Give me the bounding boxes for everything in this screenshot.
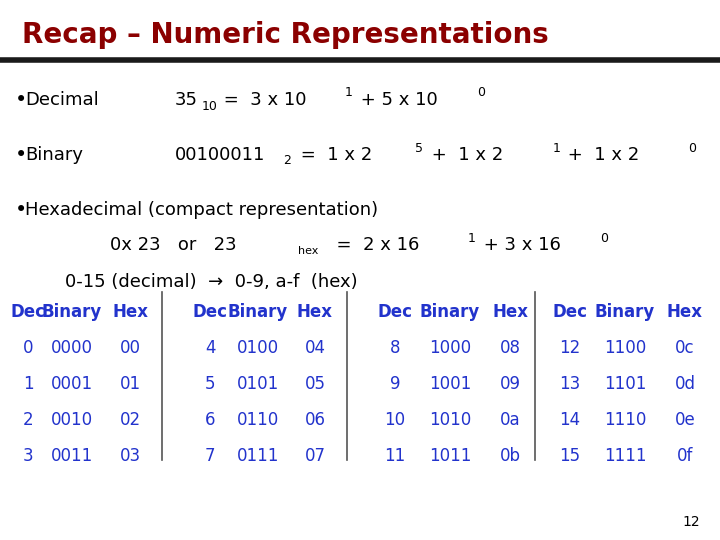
Text: 01: 01 xyxy=(120,375,140,393)
Text: Binary: Binary xyxy=(595,303,655,321)
Text: 4: 4 xyxy=(204,339,215,357)
Text: =  2 x 16: = 2 x 16 xyxy=(325,236,419,254)
Text: 0: 0 xyxy=(688,141,696,154)
Text: 10: 10 xyxy=(202,99,218,112)
Text: 0: 0 xyxy=(23,339,33,357)
Text: =  3 x 10: = 3 x 10 xyxy=(218,91,307,109)
Text: 13: 13 xyxy=(559,375,580,393)
Text: •: • xyxy=(15,145,27,165)
Text: 9: 9 xyxy=(390,375,400,393)
Text: 0c: 0c xyxy=(675,339,695,357)
Text: 1001: 1001 xyxy=(429,375,471,393)
Text: 0b: 0b xyxy=(500,447,521,465)
Text: 08: 08 xyxy=(500,339,521,357)
Text: 0111: 0111 xyxy=(237,447,279,465)
Text: 1: 1 xyxy=(23,375,33,393)
Text: 0000: 0000 xyxy=(51,339,93,357)
Text: Hex: Hex xyxy=(112,303,148,321)
Text: 7: 7 xyxy=(204,447,215,465)
Text: 35: 35 xyxy=(175,91,198,109)
Text: 11: 11 xyxy=(384,447,405,465)
Text: 12: 12 xyxy=(683,515,700,529)
Text: Dec: Dec xyxy=(192,303,228,321)
Text: 1: 1 xyxy=(553,141,561,154)
Text: 0011: 0011 xyxy=(51,447,93,465)
Text: Hexadecimal (compact representation): Hexadecimal (compact representation) xyxy=(25,201,378,219)
Text: 0: 0 xyxy=(600,232,608,245)
Text: 0-15 (decimal)  →  0-9, a-f  (hex): 0-15 (decimal) → 0-9, a-f (hex) xyxy=(65,273,358,291)
Text: 1: 1 xyxy=(468,232,476,245)
Text: +  1 x 2: + 1 x 2 xyxy=(426,146,503,164)
Text: 09: 09 xyxy=(500,375,521,393)
Text: 02: 02 xyxy=(120,411,140,429)
Text: hex: hex xyxy=(298,246,318,256)
Text: Hex: Hex xyxy=(492,303,528,321)
Text: 10: 10 xyxy=(384,411,405,429)
Text: 0101: 0101 xyxy=(237,375,279,393)
Text: 2: 2 xyxy=(23,411,33,429)
Text: Dec: Dec xyxy=(377,303,413,321)
Text: 5: 5 xyxy=(204,375,215,393)
Text: 0001: 0001 xyxy=(51,375,93,393)
Text: =  1 x 2: = 1 x 2 xyxy=(295,146,372,164)
Text: Binary: Binary xyxy=(42,303,102,321)
Text: 14: 14 xyxy=(559,411,580,429)
Text: 00: 00 xyxy=(120,339,140,357)
Text: 07: 07 xyxy=(305,447,325,465)
Text: 0d: 0d xyxy=(675,375,696,393)
Text: 1101: 1101 xyxy=(604,375,646,393)
Text: 00100011: 00100011 xyxy=(175,146,266,164)
Text: Hex: Hex xyxy=(667,303,703,321)
Text: +  1 x 2: + 1 x 2 xyxy=(562,146,639,164)
Text: 15: 15 xyxy=(559,447,580,465)
Text: + 3 x 16: + 3 x 16 xyxy=(478,236,561,254)
Text: 0110: 0110 xyxy=(237,411,279,429)
Text: 1111: 1111 xyxy=(604,447,647,465)
Text: 1: 1 xyxy=(345,86,353,99)
Text: •: • xyxy=(15,90,27,110)
Text: Dec: Dec xyxy=(552,303,588,321)
Text: 3: 3 xyxy=(23,447,33,465)
Text: Binary: Binary xyxy=(420,303,480,321)
Text: 04: 04 xyxy=(305,339,325,357)
Text: 2: 2 xyxy=(283,154,291,167)
Text: 05: 05 xyxy=(305,375,325,393)
Text: 0f: 0f xyxy=(677,447,693,465)
Text: 6: 6 xyxy=(204,411,215,429)
Text: 0e: 0e xyxy=(675,411,696,429)
Text: 03: 03 xyxy=(120,447,140,465)
Text: Binary: Binary xyxy=(25,146,83,164)
Text: 1011: 1011 xyxy=(429,447,471,465)
Text: 1010: 1010 xyxy=(429,411,471,429)
Text: 8: 8 xyxy=(390,339,400,357)
Text: Hex: Hex xyxy=(297,303,333,321)
Text: Decimal: Decimal xyxy=(25,91,99,109)
Text: 5: 5 xyxy=(415,141,423,154)
Text: 1100: 1100 xyxy=(604,339,646,357)
Text: 0100: 0100 xyxy=(237,339,279,357)
Text: 0010: 0010 xyxy=(51,411,93,429)
Text: 0a: 0a xyxy=(500,411,521,429)
Text: Recap – Numeric Representations: Recap – Numeric Representations xyxy=(22,21,549,49)
Text: 12: 12 xyxy=(559,339,580,357)
Text: 1110: 1110 xyxy=(604,411,646,429)
Text: + 5 x 10: + 5 x 10 xyxy=(355,91,438,109)
Text: 0x 23   or   23: 0x 23 or 23 xyxy=(110,236,237,254)
Text: 1000: 1000 xyxy=(429,339,471,357)
Text: Binary: Binary xyxy=(228,303,288,321)
Text: 0: 0 xyxy=(477,86,485,99)
Text: 06: 06 xyxy=(305,411,325,429)
Text: Dec: Dec xyxy=(11,303,45,321)
Text: •: • xyxy=(15,200,27,220)
